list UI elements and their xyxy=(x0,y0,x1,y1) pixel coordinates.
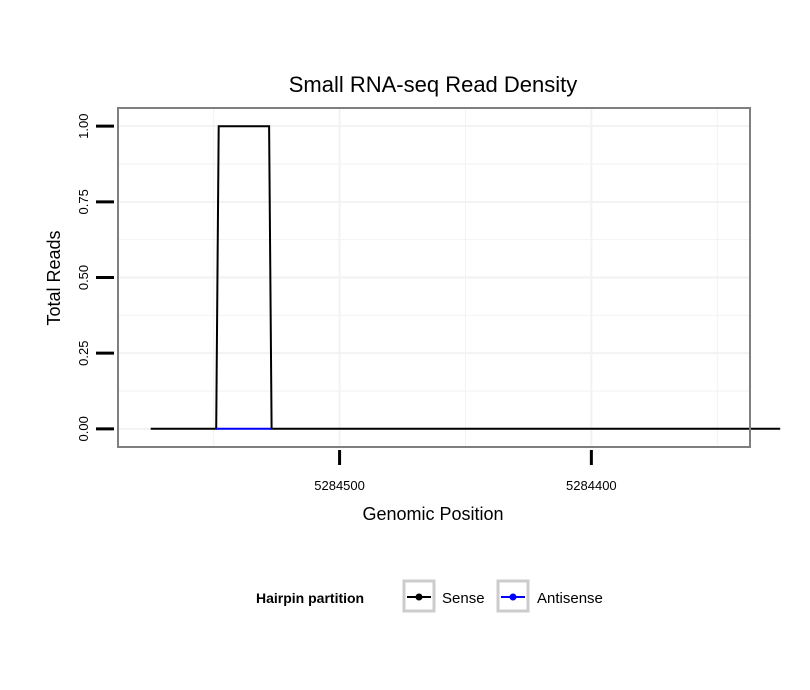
plot-border xyxy=(117,107,751,448)
legend-marker-sense xyxy=(415,593,423,601)
series-line-sense xyxy=(150,125,781,430)
y-tick-label: 0.00 xyxy=(76,416,91,441)
legend: Hairpin partition Sense Antisense xyxy=(256,579,603,613)
y-axis-label: Total Reads xyxy=(44,230,64,325)
x-axis-label: Genomic Position xyxy=(362,504,503,524)
legend-label-antisense: Antisense xyxy=(537,590,603,607)
y-tick-label: 0.25 xyxy=(76,341,91,366)
x-tick-label: 5284500 xyxy=(314,478,365,493)
y-tick-label: 1.00 xyxy=(76,114,91,139)
y-tick-label: 0.75 xyxy=(76,189,91,214)
x-axis: 5284500 5284400 xyxy=(314,450,617,493)
legend-entry-antisense: Antisense xyxy=(496,579,603,613)
chart-title: Small RNA-seq Read Density xyxy=(289,72,578,97)
y-tick-label: 0.50 xyxy=(76,265,91,290)
legend-entry-sense: Sense xyxy=(402,579,485,613)
x-tick-label: 5284400 xyxy=(566,478,617,493)
y-axis: 0.00 0.25 0.50 0.75 1.00 xyxy=(76,114,114,441)
series-lines xyxy=(150,125,781,430)
legend-marker-antisense xyxy=(509,593,517,601)
legend-title: Hairpin partition xyxy=(256,590,364,606)
legend-label-sense: Sense xyxy=(442,590,485,607)
